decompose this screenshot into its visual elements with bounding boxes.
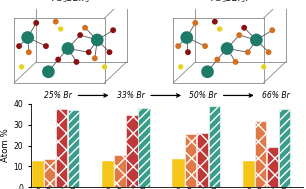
Bar (68, 110, 80, 187)
Bar (56, 109, 67, 187)
Bar (267, 147, 278, 187)
Text: 50% Br: 50% Br (189, 91, 217, 100)
Circle shape (212, 19, 218, 25)
Text: 25% Br: 25% Br (44, 91, 72, 100)
Bar (279, 109, 290, 187)
Circle shape (266, 49, 271, 55)
Circle shape (82, 25, 88, 31)
Circle shape (43, 43, 49, 49)
Circle shape (53, 19, 59, 25)
Circle shape (62, 42, 74, 55)
Bar (185, 134, 196, 187)
Circle shape (192, 20, 198, 26)
Circle shape (106, 49, 112, 55)
Circle shape (221, 42, 233, 55)
Circle shape (269, 27, 275, 33)
Bar (126, 115, 138, 187)
Circle shape (77, 32, 83, 38)
Circle shape (250, 34, 263, 46)
Circle shape (102, 64, 107, 70)
Circle shape (91, 34, 104, 46)
Circle shape (185, 49, 191, 55)
Circle shape (33, 20, 39, 26)
Circle shape (217, 26, 222, 32)
Bar (102, 161, 114, 187)
Circle shape (42, 65, 55, 78)
Text: $\it{Pb_3SBr_3I}$: $\it{Pb_3SBr_3I}$ (210, 0, 249, 5)
Circle shape (241, 25, 247, 31)
Circle shape (26, 49, 32, 55)
Circle shape (86, 49, 91, 55)
Bar (197, 133, 208, 187)
Text: 33% Br: 33% Br (117, 91, 145, 100)
Bar (243, 161, 254, 187)
Bar (255, 121, 266, 187)
Circle shape (236, 32, 242, 38)
Circle shape (233, 59, 239, 65)
Circle shape (201, 65, 214, 78)
Circle shape (92, 55, 98, 61)
Bar (44, 159, 55, 187)
Text: $\it{Pb_3SBrI_3}$: $\it{Pb_3SBrI_3}$ (51, 0, 90, 5)
Bar (114, 155, 125, 187)
Circle shape (110, 27, 116, 33)
Y-axis label: Atom %: Atom % (2, 129, 10, 162)
Circle shape (202, 43, 208, 49)
Bar (32, 161, 43, 187)
Circle shape (261, 64, 267, 70)
Text: 66% Br: 66% Br (262, 91, 290, 100)
Bar (139, 108, 150, 187)
Circle shape (215, 57, 220, 62)
Circle shape (73, 59, 80, 65)
Circle shape (181, 31, 193, 44)
Bar (172, 159, 184, 187)
Bar (209, 106, 220, 187)
Circle shape (16, 43, 22, 49)
Circle shape (178, 64, 183, 70)
Circle shape (58, 26, 63, 32)
Circle shape (175, 43, 181, 49)
Circle shape (19, 64, 24, 70)
Circle shape (55, 57, 61, 62)
Circle shape (245, 49, 251, 55)
Circle shape (21, 31, 34, 44)
